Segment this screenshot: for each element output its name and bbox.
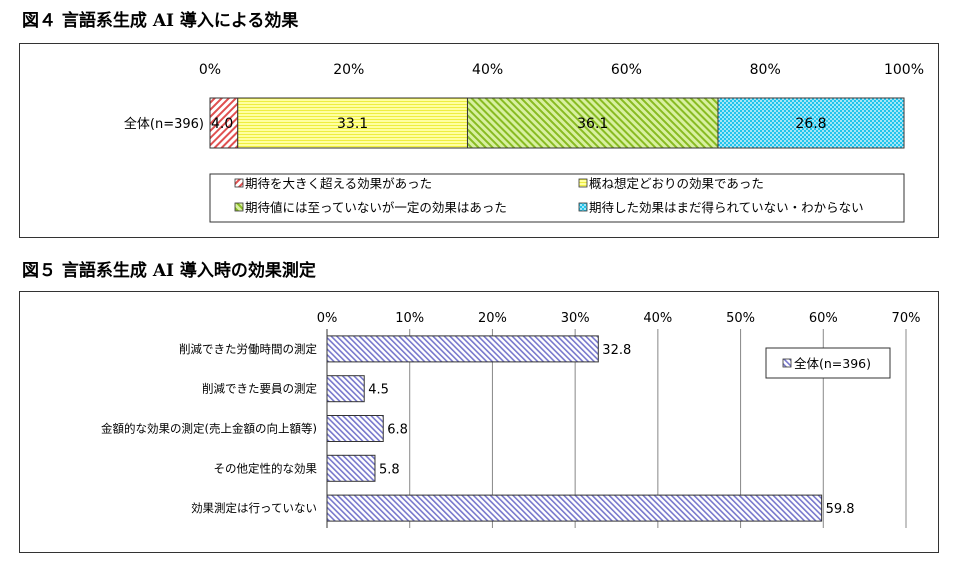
stacked-bar-segment xyxy=(237,97,468,149)
legend-label: 概ね想定どおりの効果であった xyxy=(589,176,764,191)
figure5-title: 図５ 言語系生成 AI 導入時の効果測定 xyxy=(22,261,316,281)
figure4-title: 図４ 言語系生成 AI 導入による効果 xyxy=(22,11,299,31)
category-label: その他定性的な効果 xyxy=(214,461,318,475)
figure5-chart: 0% 10% 20% 30% 40% 50% 60% 70% 削減できた労働時間の測定 32.8 削… xyxy=(101,311,921,528)
stacked-bar-segment xyxy=(717,97,905,149)
stacked-bar-segment xyxy=(209,97,239,149)
legend-swatch xyxy=(234,202,244,212)
x-tick-label: 20% xyxy=(333,62,364,78)
stacked-bar-segment xyxy=(466,97,719,149)
legend-box xyxy=(209,173,905,223)
x-tick-label: 40% xyxy=(643,311,672,326)
category-label: 効果測定は行っていない xyxy=(191,501,317,515)
data-label: 6.8 xyxy=(387,423,408,438)
legend-swatch xyxy=(578,202,588,212)
data-label: 36.1 xyxy=(577,116,608,132)
x-tick-label: 0% xyxy=(317,311,338,326)
x-tick-label: 100% xyxy=(884,62,924,78)
x-tick-label: 60% xyxy=(809,311,838,326)
figure4-chart: 0% 20% 40% 60% 80% 100% 全体(n=396) 4.0 33.1 36.1 26… xyxy=(124,62,924,223)
data-label: 5.8 xyxy=(379,462,400,477)
legend-swatch xyxy=(782,358,792,368)
x-tick-label: 60% xyxy=(611,62,642,78)
category-label: 削減できた労働時間の測定 xyxy=(179,342,317,356)
data-label: 32.8 xyxy=(602,343,631,358)
bar xyxy=(326,375,365,403)
data-label: 59.8 xyxy=(826,502,855,517)
x-tick-label: 80% xyxy=(750,62,781,78)
legend-label: 期待値には至っていないが一定の効果はあった xyxy=(245,200,507,215)
data-label: 33.1 xyxy=(337,116,368,132)
bar xyxy=(326,415,384,442)
x-tick-label: 0% xyxy=(199,62,221,78)
category-label: 全体(n=396) xyxy=(124,116,204,132)
bar xyxy=(326,335,599,363)
figure4-chart-panel: 0% 20% 40% 60% 80% 100% 全体(n=396) 4.0 33.1 36.1 26… xyxy=(19,43,939,238)
data-label: 4.5 xyxy=(368,383,389,398)
x-tick-label: 50% xyxy=(726,311,755,326)
bar xyxy=(326,454,376,482)
legend-swatch xyxy=(234,178,244,188)
category-label: 削減できた要員の測定 xyxy=(202,382,317,396)
x-tick-label: 70% xyxy=(892,311,921,326)
legend-label: 期待を大きく超える効果があった xyxy=(245,176,432,191)
x-tick-label: 40% xyxy=(472,62,503,78)
bar xyxy=(326,494,823,522)
figure5-chart-panel: 0% 10% 20% 30% 40% 50% 60% 70% 削減できた労働時間の測定 32.8 削… xyxy=(19,291,939,553)
x-tick-label: 20% xyxy=(478,311,507,326)
x-tick-label: 30% xyxy=(561,311,590,326)
x-tick-label: 10% xyxy=(395,311,424,326)
legend-swatch xyxy=(578,178,588,188)
data-label: 26.8 xyxy=(795,116,826,132)
category-label: 金額的な効果の測定(売上金額の向上額等) xyxy=(101,422,317,436)
legend-label: 全体(n=396) xyxy=(794,356,871,371)
legend-label: 期待した効果はまだ得られていない・わからない xyxy=(589,200,864,215)
data-label: 4.0 xyxy=(211,116,233,132)
